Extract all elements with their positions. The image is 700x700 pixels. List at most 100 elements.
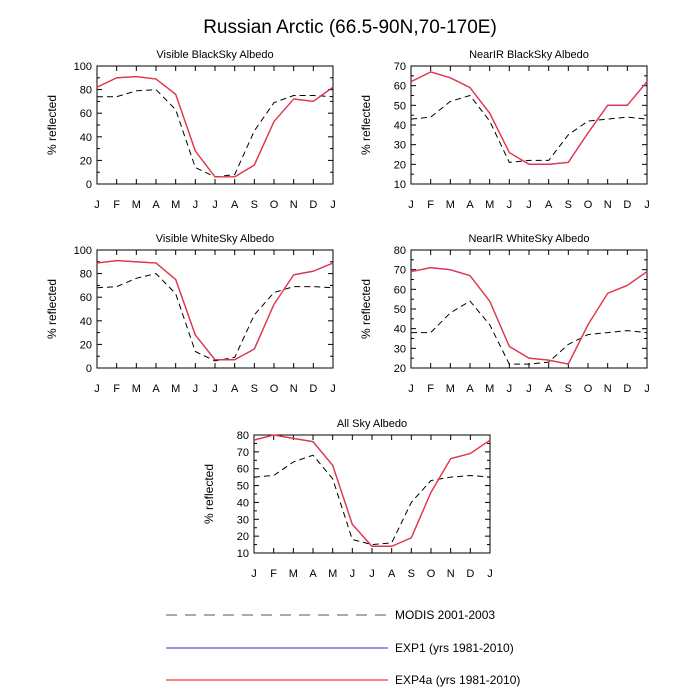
- series-line-2: [253, 434, 491, 547]
- y-tick-label: 100: [74, 61, 92, 73]
- panel-title: All Sky Albedo: [337, 418, 407, 430]
- series-line-1: [97, 89, 334, 178]
- y-tick-label: 60: [80, 292, 92, 304]
- x-tick-label: F: [427, 383, 434, 395]
- y-tick-label: 80: [80, 85, 92, 97]
- x-tick-label: J: [369, 568, 375, 580]
- y-tick-label: 30: [394, 343, 406, 355]
- legend-label-2: EXP1 (yrs 1981-2010): [395, 641, 514, 655]
- x-tick-label: J: [94, 383, 100, 395]
- y-tick-label: 60: [80, 108, 92, 120]
- x-tick-label: J: [94, 199, 100, 211]
- y-tick-label: 100: [74, 245, 92, 257]
- y-tick-label: 20: [80, 339, 92, 351]
- y-tick-label: 50: [237, 481, 249, 493]
- x-tick-label: J: [251, 568, 257, 580]
- y-axis-label: % reflected: [45, 95, 59, 155]
- x-tick-label: A: [152, 383, 160, 395]
- x-tick-label: S: [408, 568, 415, 580]
- panel-title: Visible BlackSky Albedo: [156, 49, 273, 61]
- series-line-3: [96, 75, 334, 178]
- y-axis-label: % reflected: [202, 464, 216, 524]
- x-tick-label: F: [427, 199, 434, 211]
- y-tick-label: 80: [80, 269, 92, 281]
- legend-label-3: EXP4a (yrs 1981-2010): [395, 673, 520, 687]
- y-tick-label: 20: [237, 531, 249, 543]
- x-tick-label: N: [290, 199, 298, 211]
- series-line-2: [96, 260, 334, 361]
- x-tick-label: J: [330, 383, 336, 395]
- x-tick-label: M: [171, 199, 180, 211]
- x-tick-label: J: [507, 383, 513, 395]
- series-line-2: [410, 267, 648, 365]
- x-tick-label: A: [545, 383, 553, 395]
- plot-frame: [410, 249, 648, 369]
- x-tick-label: S: [565, 199, 572, 211]
- y-tick-label: 40: [80, 132, 92, 144]
- x-tick-label: A: [309, 568, 317, 580]
- x-tick-label: A: [388, 568, 396, 580]
- x-tick-label: D: [309, 383, 317, 395]
- plot-frame: [253, 434, 491, 554]
- y-tick-label: 10: [394, 179, 406, 191]
- legend-label-1: MODIS 2001-2003: [395, 608, 495, 622]
- x-tick-label: M: [132, 199, 141, 211]
- legend: MODIS 2001-2003 EXP1 (yrs 1981-2010) EXP4a…: [166, 608, 520, 687]
- x-tick-label: J: [644, 199, 650, 211]
- x-tick-label: O: [270, 199, 279, 211]
- x-tick-label: D: [466, 568, 474, 580]
- y-axis-label: % reflected: [359, 95, 373, 155]
- x-tick-label: N: [604, 199, 612, 211]
- y-tick-label: 80: [394, 245, 406, 257]
- x-tick-label: J: [193, 383, 199, 395]
- x-tick-label: J: [408, 199, 414, 211]
- plot-frame: [96, 65, 334, 185]
- x-tick-label: D: [623, 383, 631, 395]
- x-tick-label: F: [113, 199, 120, 211]
- series-line-3: [410, 267, 648, 365]
- x-tick-label: M: [289, 568, 298, 580]
- y-tick-label: 60: [237, 464, 249, 476]
- y-axis-label: % reflected: [45, 279, 59, 339]
- x-tick-label: O: [584, 383, 593, 395]
- y-tick-label: 80: [237, 430, 249, 442]
- y-tick-label: 40: [394, 120, 406, 132]
- x-tick-label: M: [446, 383, 455, 395]
- x-tick-label: M: [328, 568, 337, 580]
- x-tick-label: S: [565, 383, 572, 395]
- x-tick-label: A: [545, 199, 553, 211]
- x-tick-label: J: [526, 199, 532, 211]
- y-tick-label: 40: [394, 324, 406, 336]
- x-tick-label: N: [604, 383, 612, 395]
- plot-frame: [96, 249, 334, 369]
- x-tick-label: O: [427, 568, 436, 580]
- series-line-1: [410, 95, 648, 163]
- x-tick-label: M: [485, 199, 494, 211]
- x-tick-label: J: [212, 383, 218, 395]
- x-tick-label: A: [231, 383, 239, 395]
- x-tick-label: O: [584, 199, 593, 211]
- y-tick-label: 60: [394, 81, 406, 93]
- x-tick-label: J: [526, 383, 532, 395]
- x-tick-label: J: [212, 199, 218, 211]
- y-tick-label: 70: [394, 265, 406, 277]
- x-tick-label: J: [330, 199, 336, 211]
- plot-frame: [410, 65, 648, 185]
- x-tick-label: D: [309, 199, 317, 211]
- x-tick-label: A: [231, 199, 239, 211]
- series-line-2: [410, 71, 648, 165]
- y-tick-label: 0: [86, 363, 92, 375]
- series-line-1: [411, 300, 648, 365]
- x-tick-label: J: [193, 199, 199, 211]
- series-line-1: [96, 273, 334, 362]
- x-tick-label: N: [290, 383, 298, 395]
- figure-title: Russian Arctic (66.5-90N,70-170E): [203, 17, 497, 38]
- y-tick-label: 50: [394, 100, 406, 112]
- x-tick-label: S: [251, 383, 258, 395]
- y-tick-label: 30: [237, 514, 249, 526]
- y-tick-label: 30: [394, 140, 406, 152]
